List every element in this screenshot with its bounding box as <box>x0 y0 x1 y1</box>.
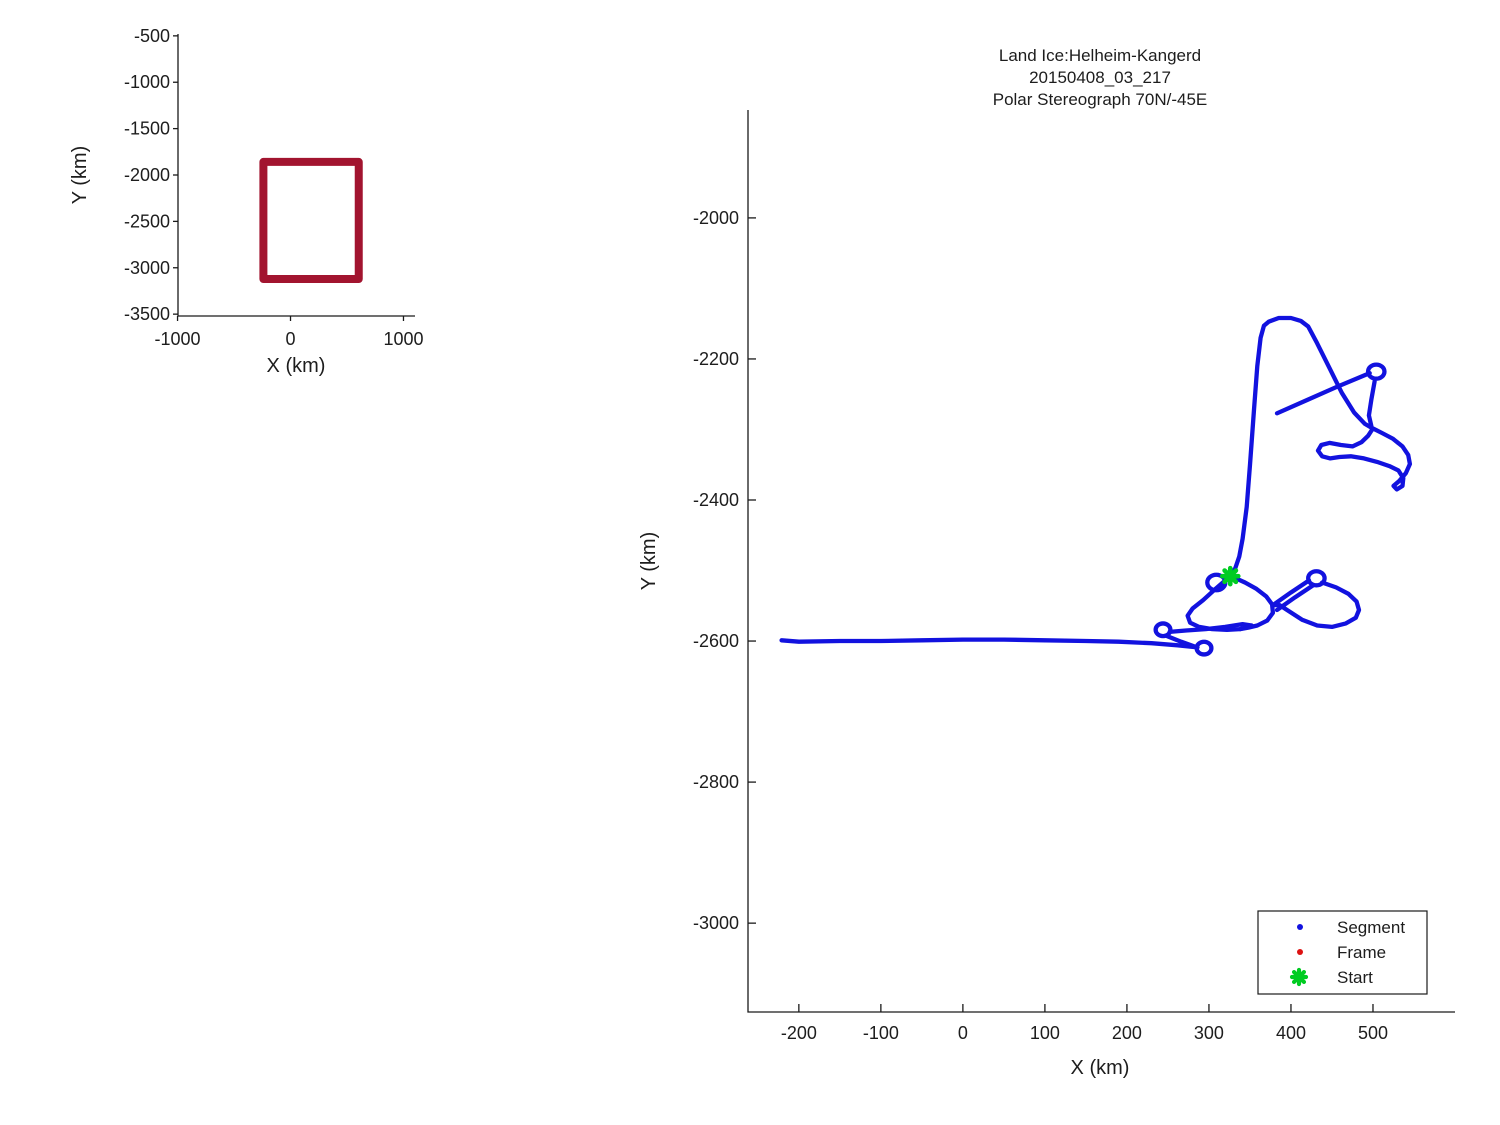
y-tick-label: -2600 <box>693 631 739 651</box>
y-tick-label: -2400 <box>693 490 739 510</box>
y-tick-label: -3000 <box>693 913 739 933</box>
survey-region-rect <box>259 157 363 283</box>
plot-subtitle: 20150408_03_217 <box>1029 68 1171 87</box>
x-tick-label: -1000 <box>155 329 201 349</box>
main-plot: -200 -100 0 100 200 300 400 500 -2000 -2200 -2400 -… <box>693 110 1455 1043</box>
x-tick-label: 0 <box>958 1023 968 1043</box>
track-loop-descent <box>1366 379 1377 429</box>
frame-dot-icon <box>1297 949 1303 955</box>
x-tick-label: 200 <box>1112 1023 1142 1043</box>
y-tick-label: -2000 <box>693 208 739 228</box>
track-left-lobe <box>1185 579 1254 632</box>
track-right-lobe <box>1270 580 1362 630</box>
track-east-squiggle <box>1315 425 1413 492</box>
y-tick-label: -1000 <box>124 72 170 92</box>
y-tick-label: -2500 <box>124 211 170 231</box>
start-marker-icon <box>1219 565 1241 587</box>
y-tick-label: -3000 <box>124 258 170 278</box>
x-tick-label: -100 <box>863 1023 899 1043</box>
track-hook-link-lower <box>1164 633 1198 649</box>
legend-label-frame: Frame <box>1337 943 1386 962</box>
turn-loop-ne-cluster-loop <box>1306 569 1327 588</box>
x-tick-label: 300 <box>1194 1023 1224 1043</box>
x-tick-label: -200 <box>781 1023 817 1043</box>
start-marker-icon-ray <box>1222 568 1239 585</box>
y-tick-label: -3500 <box>124 304 170 324</box>
main-axis-lines <box>747 110 1455 1013</box>
y-tick-label: -2800 <box>693 772 739 792</box>
x-tick-label: 400 <box>1276 1023 1306 1043</box>
track-west-leg <box>779 637 1200 650</box>
legend-start-asterisk-ray <box>1291 969 1307 985</box>
turn-loop-west-hook-b <box>1194 639 1214 657</box>
legend-label-start: Start <box>1337 968 1373 987</box>
segment-dot-icon <box>1297 924 1303 930</box>
overview-plot: -1000 0 1000 -500 -1000 -1500 -2000 -2500 -3000 -… <box>124 26 424 349</box>
x-tick-label: 500 <box>1358 1023 1388 1043</box>
legend-box <box>1257 910 1428 995</box>
x-tick-label: 0 <box>286 329 296 349</box>
y-tick-label: -2000 <box>124 165 170 185</box>
x-tick-label: 100 <box>1030 1023 1060 1043</box>
overview-yaxis-label: Y (km) <box>69 146 91 205</box>
track-cross-diagonal <box>1274 370 1372 416</box>
x-tick-label: 1000 <box>383 329 423 349</box>
main-xaxis-label: X (km) <box>1071 1057 1130 1079</box>
turn-loop-west-hook-a <box>1153 621 1173 639</box>
track-ne-diagonal-1 <box>1270 578 1312 608</box>
legend-label-segment: Segment <box>1337 918 1405 937</box>
track-center-lobe <box>1230 574 1276 632</box>
overview-axis-lines <box>177 34 415 317</box>
plot-projection-label: Polar Stereograph 70N/-45E <box>993 90 1208 109</box>
y-tick-label: -1500 <box>124 119 170 139</box>
y-tick-label: -500 <box>134 26 170 46</box>
plot-title: Land Ice:Helheim-Kangerd <box>999 46 1201 65</box>
overview-xaxis-label: X (km) <box>267 355 326 377</box>
main-yaxis-label: Y (km) <box>638 532 660 591</box>
y-tick-label: -2200 <box>693 349 739 369</box>
start-asterisk-icon <box>1289 967 1309 987</box>
legend-start-asterisk <box>1289 967 1309 987</box>
legend: Segment Frame Start <box>1257 910 1428 995</box>
turn-loop-far-ne-loop <box>1365 362 1387 381</box>
